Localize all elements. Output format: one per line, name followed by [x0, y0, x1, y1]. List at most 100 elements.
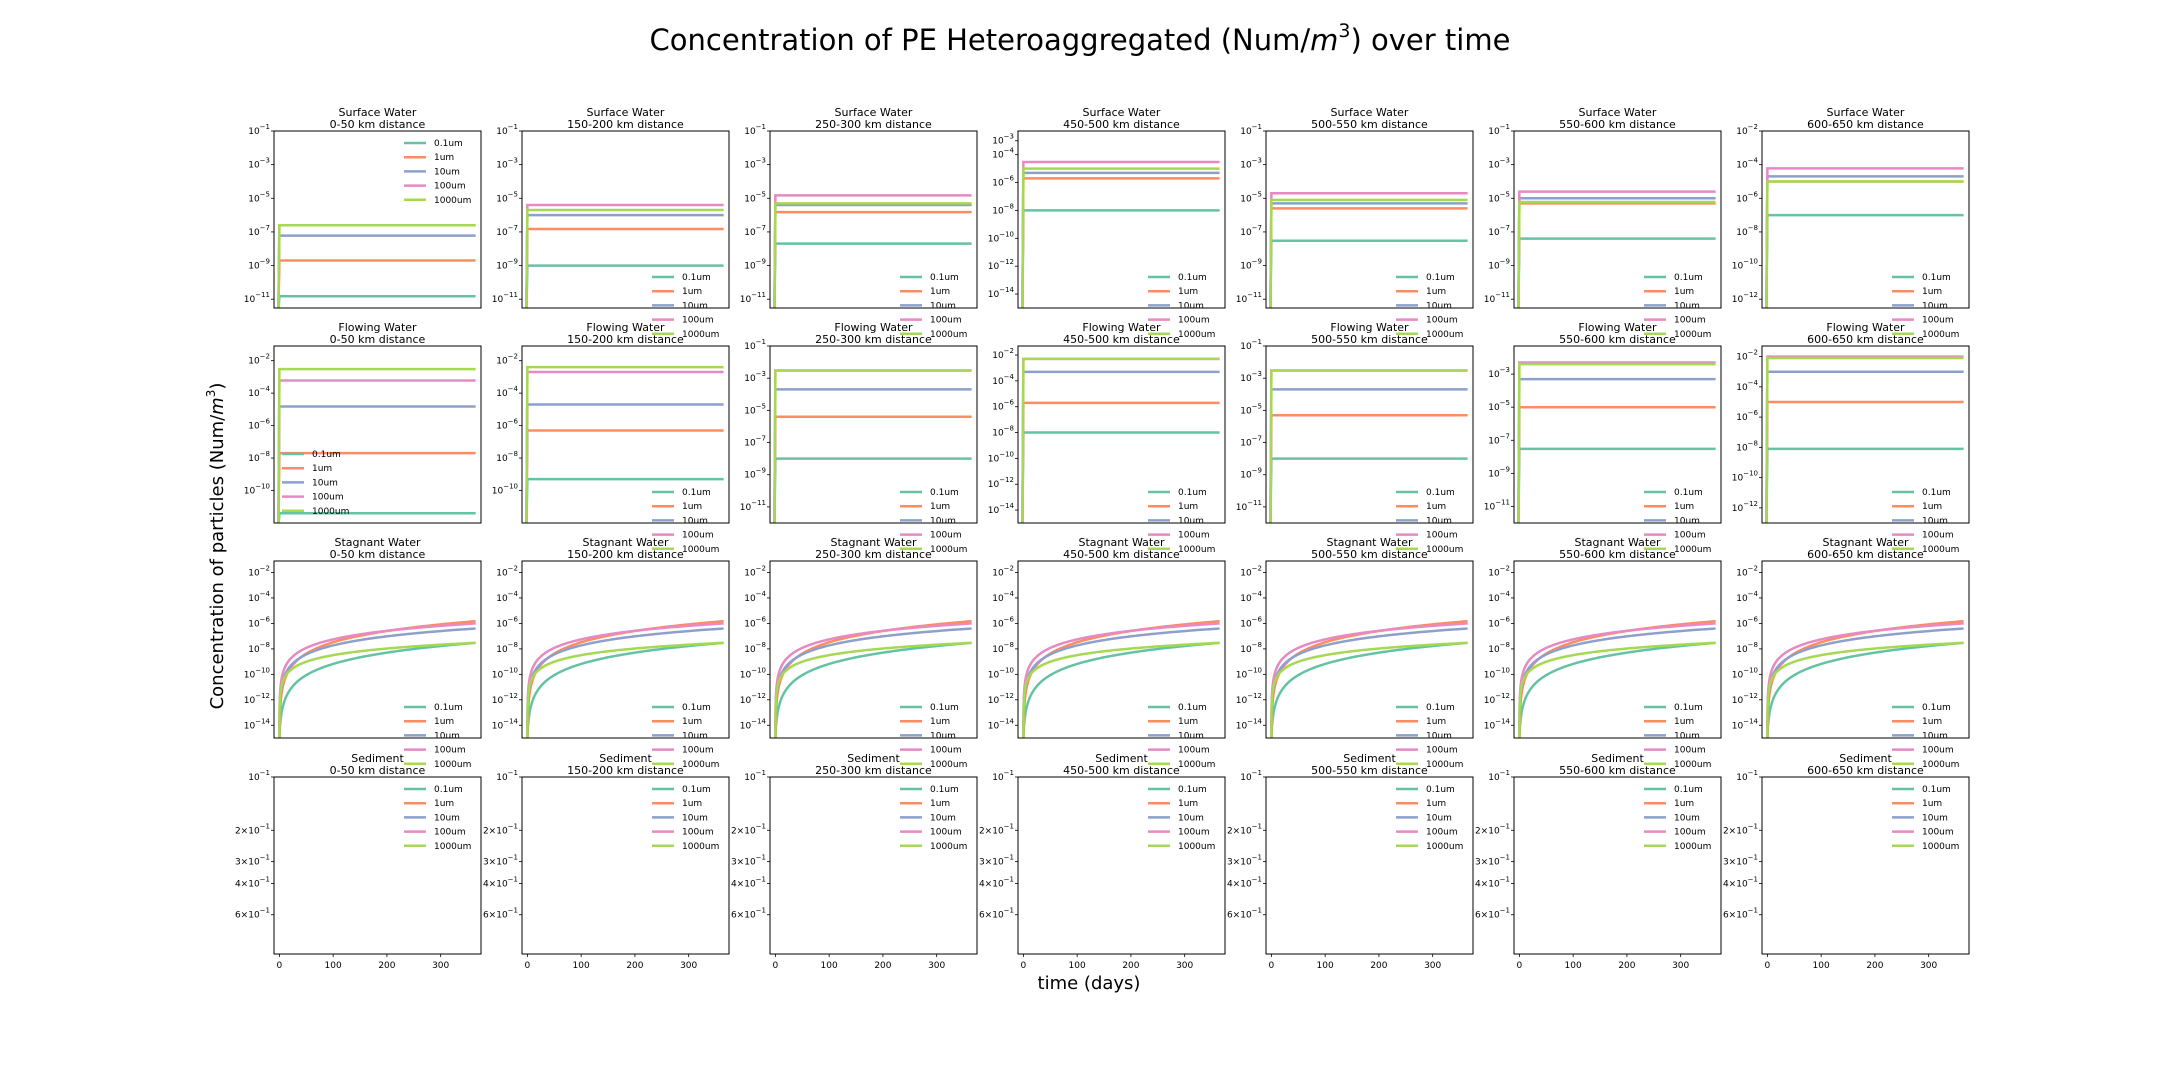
- series-group: [1021, 357, 1220, 523]
- figure-title-suffix: ) over time: [1351, 23, 1511, 57]
- series-group: [1518, 619, 1716, 738]
- y-tick-label: 10−6: [496, 615, 518, 629]
- y-tick-label: 10−10: [244, 666, 270, 680]
- legend-label-0.1um: 0.1um: [434, 139, 463, 149]
- y-tick-label: 10−14: [244, 717, 271, 731]
- legend-label-1000um: 1000um: [930, 545, 967, 555]
- series-curve-100um: [1766, 622, 1964, 738]
- y-tick-label: 10−5: [1240, 402, 1262, 416]
- y-tick-label: 10−10: [1732, 666, 1758, 680]
- series-curve-1000um: [1022, 641, 1220, 738]
- panel-title-compartment: Surface Water: [1579, 106, 1657, 119]
- legend-label-100um: 100um: [930, 531, 962, 541]
- y-tick-label: 10−2: [248, 564, 270, 578]
- panel-frame: [1017, 345, 1226, 524]
- series-line-10um: [277, 405, 476, 523]
- legend-label-1um: 1um: [1178, 287, 1198, 297]
- y-tick-label: 10−14: [988, 717, 1015, 731]
- panel-frame: [1265, 776, 1474, 955]
- y-tick-label: 10−7: [496, 224, 518, 238]
- y-tick-label: 10−6: [248, 418, 270, 432]
- legend-label-1um: 1um: [1426, 502, 1446, 512]
- y-tick-label: 10−1: [1240, 123, 1262, 137]
- y-tick-label: 10−4: [1488, 590, 1510, 604]
- series-curve-1000um: [1766, 641, 1964, 738]
- panel-frame: [1513, 560, 1722, 739]
- y-tick-label: 10−4: [744, 590, 766, 604]
- x-tick-label: 300: [928, 961, 945, 971]
- legend-label-10um: 10um: [682, 516, 708, 526]
- y-tick-label: 10−2: [248, 353, 270, 367]
- y-tick-label: 10−2: [992, 347, 1014, 361]
- legend-label-10um: 10um: [682, 731, 708, 741]
- y-tick-label: 10−12: [988, 258, 1014, 272]
- panel-frame: [769, 130, 978, 309]
- legend-label-100um: 100um: [930, 828, 962, 838]
- legend-label-1000um: 1000um: [1674, 760, 1711, 770]
- y-tick-label: 10−11: [1484, 498, 1510, 512]
- y-tick-label: 10−8: [496, 641, 518, 655]
- legend-label-100um: 100um: [1922, 316, 1954, 326]
- x-tick-label: 300: [432, 961, 449, 971]
- y-tick-label: 10−11: [244, 291, 270, 305]
- series-curve-100um: [278, 622, 476, 738]
- x-tick-label: 0: [277, 961, 283, 971]
- figure-title-prefix: Concentration of PE Heteroaggregated (Nu…: [650, 23, 1311, 57]
- legend-label-100um: 100um: [434, 746, 466, 756]
- y-tick-label: 2×10−1: [731, 822, 766, 836]
- y-tick-label: 4×10−1: [1227, 876, 1262, 890]
- legend-label-1000um: 1000um: [434, 760, 471, 770]
- legend-label-1um: 1um: [434, 799, 454, 809]
- y-tick-label: 10−6: [744, 615, 766, 629]
- legend-label-10um: 10um: [1426, 516, 1452, 526]
- y-tick-label: 4×10−1: [1723, 876, 1758, 890]
- y-tick-label: 10−5: [744, 190, 766, 204]
- panel-title-distance: 0-50 km distance: [330, 548, 426, 561]
- panel-title-compartment: Stagnant Water: [1822, 536, 1909, 549]
- y-tick-label: 3×10−1: [731, 853, 766, 867]
- y-tick-label: 10−2: [1736, 123, 1758, 137]
- x-tick-label: 200: [1122, 961, 1139, 971]
- y-tick-label: 10−8: [248, 450, 270, 464]
- legend-label-10um: 10um: [1426, 731, 1452, 741]
- legend-label-0.1um: 0.1um: [930, 785, 959, 795]
- legend-label-0.1um: 0.1um: [1426, 703, 1455, 713]
- legend-label-0.1um: 0.1um: [682, 273, 711, 283]
- series-curve-10um: [1270, 627, 1468, 738]
- y-tick-label: 10−2: [496, 353, 518, 367]
- y-tick-label: 10−4: [992, 590, 1014, 604]
- legend-label-10um: 10um: [930, 813, 956, 823]
- legend-label-10um: 10um: [1178, 516, 1204, 526]
- panel-title-compartment: Stagnant Water: [582, 536, 669, 549]
- y-tick-label: 6×10−1: [235, 907, 270, 921]
- x-tick-label: 0: [1021, 961, 1027, 971]
- y-tick-label: 10−10: [244, 483, 270, 497]
- legend-label-10um: 10um: [1178, 301, 1204, 311]
- y-tick-label: 10−5: [496, 190, 518, 204]
- legend-label-1000um: 1000um: [434, 196, 471, 206]
- legend-label-10um: 10um: [1922, 301, 1948, 311]
- legend-label-1um: 1um: [1674, 287, 1694, 297]
- series-curve-0.1um: [1766, 641, 1964, 738]
- panel-frame: [1017, 560, 1226, 739]
- y-tick-label: 10−1: [1240, 769, 1262, 783]
- series-group: [1517, 361, 1716, 523]
- series-group: [277, 223, 476, 308]
- legend-label-1um: 1um: [682, 717, 702, 727]
- series-curve-0.1um: [278, 641, 476, 738]
- panel-title-compartment: Flowing Water: [586, 321, 665, 334]
- series-line-0.1um: [1021, 431, 1220, 523]
- legend-label-100um: 100um: [1922, 746, 1954, 756]
- y-tick-label: 10−1: [1488, 769, 1510, 783]
- series-curve-10um: [774, 627, 972, 738]
- series-curve-10um: [1518, 627, 1716, 738]
- series-line-10um: [277, 234, 476, 308]
- legend-label-1000um: 1000um: [1674, 545, 1711, 555]
